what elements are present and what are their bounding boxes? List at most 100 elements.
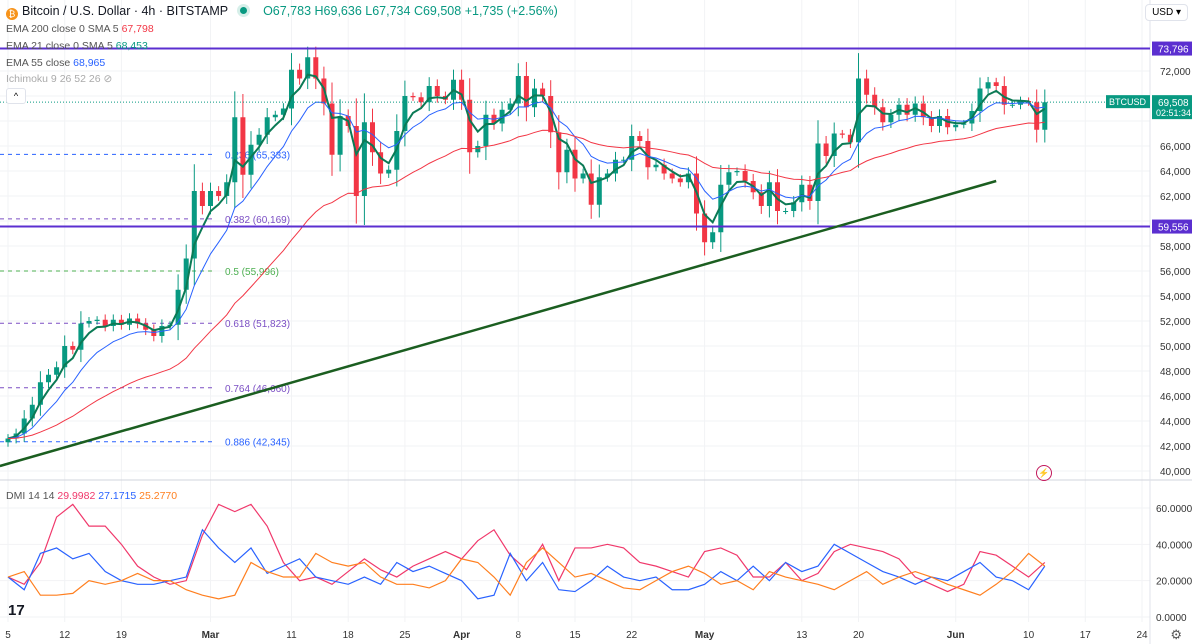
candle-body bbox=[46, 374, 51, 383]
candle-body bbox=[791, 202, 797, 211]
candle-body bbox=[629, 136, 635, 160]
currency-label: USD bbox=[1152, 7, 1174, 18]
candle-body bbox=[880, 107, 886, 123]
level-price-tag bbox=[1152, 41, 1192, 56]
fib-level-label: 0.5 (55,996) bbox=[225, 267, 279, 278]
dmi-y-tick-label: 0.0000 bbox=[1156, 613, 1187, 624]
candle-body bbox=[864, 78, 870, 95]
trendline bbox=[0, 179, 997, 468]
y-tick-label: 42,000 bbox=[1160, 442, 1191, 453]
candle-body bbox=[29, 404, 35, 419]
candle-body bbox=[208, 191, 213, 206]
market-open-icon bbox=[240, 7, 248, 14]
candle-body bbox=[783, 211, 789, 212]
indicator-label: EMA 200 close 0 SMA 5 bbox=[6, 23, 119, 35]
tradingview-logo[interactable]: 17 bbox=[8, 602, 25, 619]
indicator-ema55[interactable]: EMA 55 close 68,965 bbox=[6, 57, 105, 69]
candle-body bbox=[199, 191, 205, 206]
candle-body bbox=[402, 96, 408, 131]
level-price-label: 59,556 bbox=[1158, 223, 1189, 234]
candle-body bbox=[734, 171, 740, 173]
candle-body bbox=[839, 133, 845, 135]
candle-body bbox=[175, 289, 181, 325]
candle-body bbox=[766, 182, 772, 206]
y-tick-label: 64,000 bbox=[1160, 167, 1191, 178]
dmi-y-tick-label: 20.0000 bbox=[1156, 577, 1192, 588]
y-tick-label: 46,000 bbox=[1160, 392, 1191, 403]
candle-body bbox=[507, 103, 513, 110]
candle-body bbox=[248, 144, 254, 175]
collapse-legend-button[interactable]: ^ bbox=[6, 88, 26, 104]
candle-body bbox=[523, 76, 529, 108]
dmi-y-tick-label: 60.0000 bbox=[1156, 504, 1192, 515]
indicator-ema21[interactable]: EMA 21 close 0 SMA 5 68,453 bbox=[6, 40, 148, 52]
candle-body bbox=[588, 173, 594, 205]
candle-body bbox=[702, 213, 708, 243]
fib-level-label: 0.618 (51,823) bbox=[225, 319, 290, 330]
close-value: C69,508 bbox=[413, 4, 462, 18]
candle-body bbox=[661, 164, 667, 174]
open-value: O67,783 bbox=[263, 4, 312, 18]
candle-body bbox=[669, 173, 675, 179]
candle-body bbox=[418, 97, 424, 103]
eye-off-icon[interactable]: ⊘ bbox=[103, 73, 113, 85]
candle-body bbox=[337, 116, 343, 155]
x-tick-label: 18 bbox=[343, 630, 355, 641]
candle-body bbox=[775, 182, 780, 211]
adx-line bbox=[7, 503, 1046, 593]
x-tick-label: Mar bbox=[202, 630, 220, 641]
fib-level-label: 0.236 (65,333) bbox=[225, 150, 290, 161]
indicator-label: Ichimoku 9 26 52 26 bbox=[6, 73, 101, 85]
candle-body bbox=[353, 126, 359, 196]
symbol-legend[interactable]: ₿ Bitcoin / U.S. Dollar · 4h · BITSTAMP O6… bbox=[6, 4, 558, 20]
candle-body bbox=[264, 117, 270, 135]
x-tick-label: 25 bbox=[399, 630, 411, 641]
candle-body bbox=[102, 319, 108, 326]
lightning-icon[interactable]: ⚡ bbox=[1036, 465, 1052, 481]
symbol-tag bbox=[1106, 95, 1150, 109]
candle-body bbox=[475, 146, 481, 153]
indicator-ichimoku[interactable]: Ichimoku 9 26 52 26 ⊘ bbox=[6, 73, 112, 85]
y-tick-label: 44,000 bbox=[1160, 417, 1191, 428]
x-tick-label: Jun bbox=[947, 630, 965, 641]
candle-body bbox=[831, 133, 837, 156]
fib-level-label: 0.764 (46,660) bbox=[225, 384, 290, 395]
candle-body bbox=[386, 169, 392, 174]
candle-body bbox=[872, 94, 878, 108]
settings-icon[interactable]: ⚙ bbox=[1170, 627, 1182, 642]
last-price-label: 69,508 bbox=[1158, 98, 1189, 109]
indicator-label: EMA 55 close bbox=[6, 57, 71, 69]
candle-body bbox=[297, 69, 303, 79]
level-price-tag bbox=[1152, 219, 1192, 234]
candle-body bbox=[54, 367, 60, 375]
candle-body bbox=[532, 88, 537, 108]
candle-body bbox=[329, 103, 335, 155]
candle-body bbox=[572, 149, 578, 179]
dmi-legend[interactable]: DMI 14 14 29.9982 27.1715 25.2770 bbox=[6, 490, 177, 502]
indicator-value: 68,965 bbox=[73, 57, 106, 69]
y-tick-label: 40,000 bbox=[1160, 467, 1191, 478]
currency-select[interactable]: USD ▾ bbox=[1145, 4, 1188, 21]
indicator-value: 67,798 bbox=[121, 23, 154, 35]
candle-body bbox=[985, 82, 991, 89]
candle-body bbox=[467, 99, 473, 153]
candle-body bbox=[637, 136, 643, 141]
x-tick-label: 22 bbox=[626, 630, 638, 641]
candle-body bbox=[904, 104, 910, 115]
candle-body bbox=[645, 141, 651, 168]
candle-body bbox=[953, 124, 959, 128]
last-price-tag bbox=[1152, 95, 1192, 120]
candle-body bbox=[62, 346, 68, 368]
x-tick-label: 5 bbox=[5, 630, 11, 641]
candle-body bbox=[1009, 104, 1015, 106]
candle-body bbox=[240, 117, 246, 175]
x-tick-label: Apr bbox=[453, 630, 470, 641]
y-tick-label: 72,000 bbox=[1160, 67, 1191, 78]
indicator-ema200[interactable]: EMA 200 close 0 SMA 5 67,798 bbox=[6, 23, 154, 35]
candle-body bbox=[459, 79, 465, 100]
high-value: H69,636 bbox=[314, 4, 362, 18]
y-tick-label: 54,000 bbox=[1160, 292, 1191, 303]
candle-body bbox=[742, 171, 748, 181]
candle-body bbox=[993, 82, 999, 86]
